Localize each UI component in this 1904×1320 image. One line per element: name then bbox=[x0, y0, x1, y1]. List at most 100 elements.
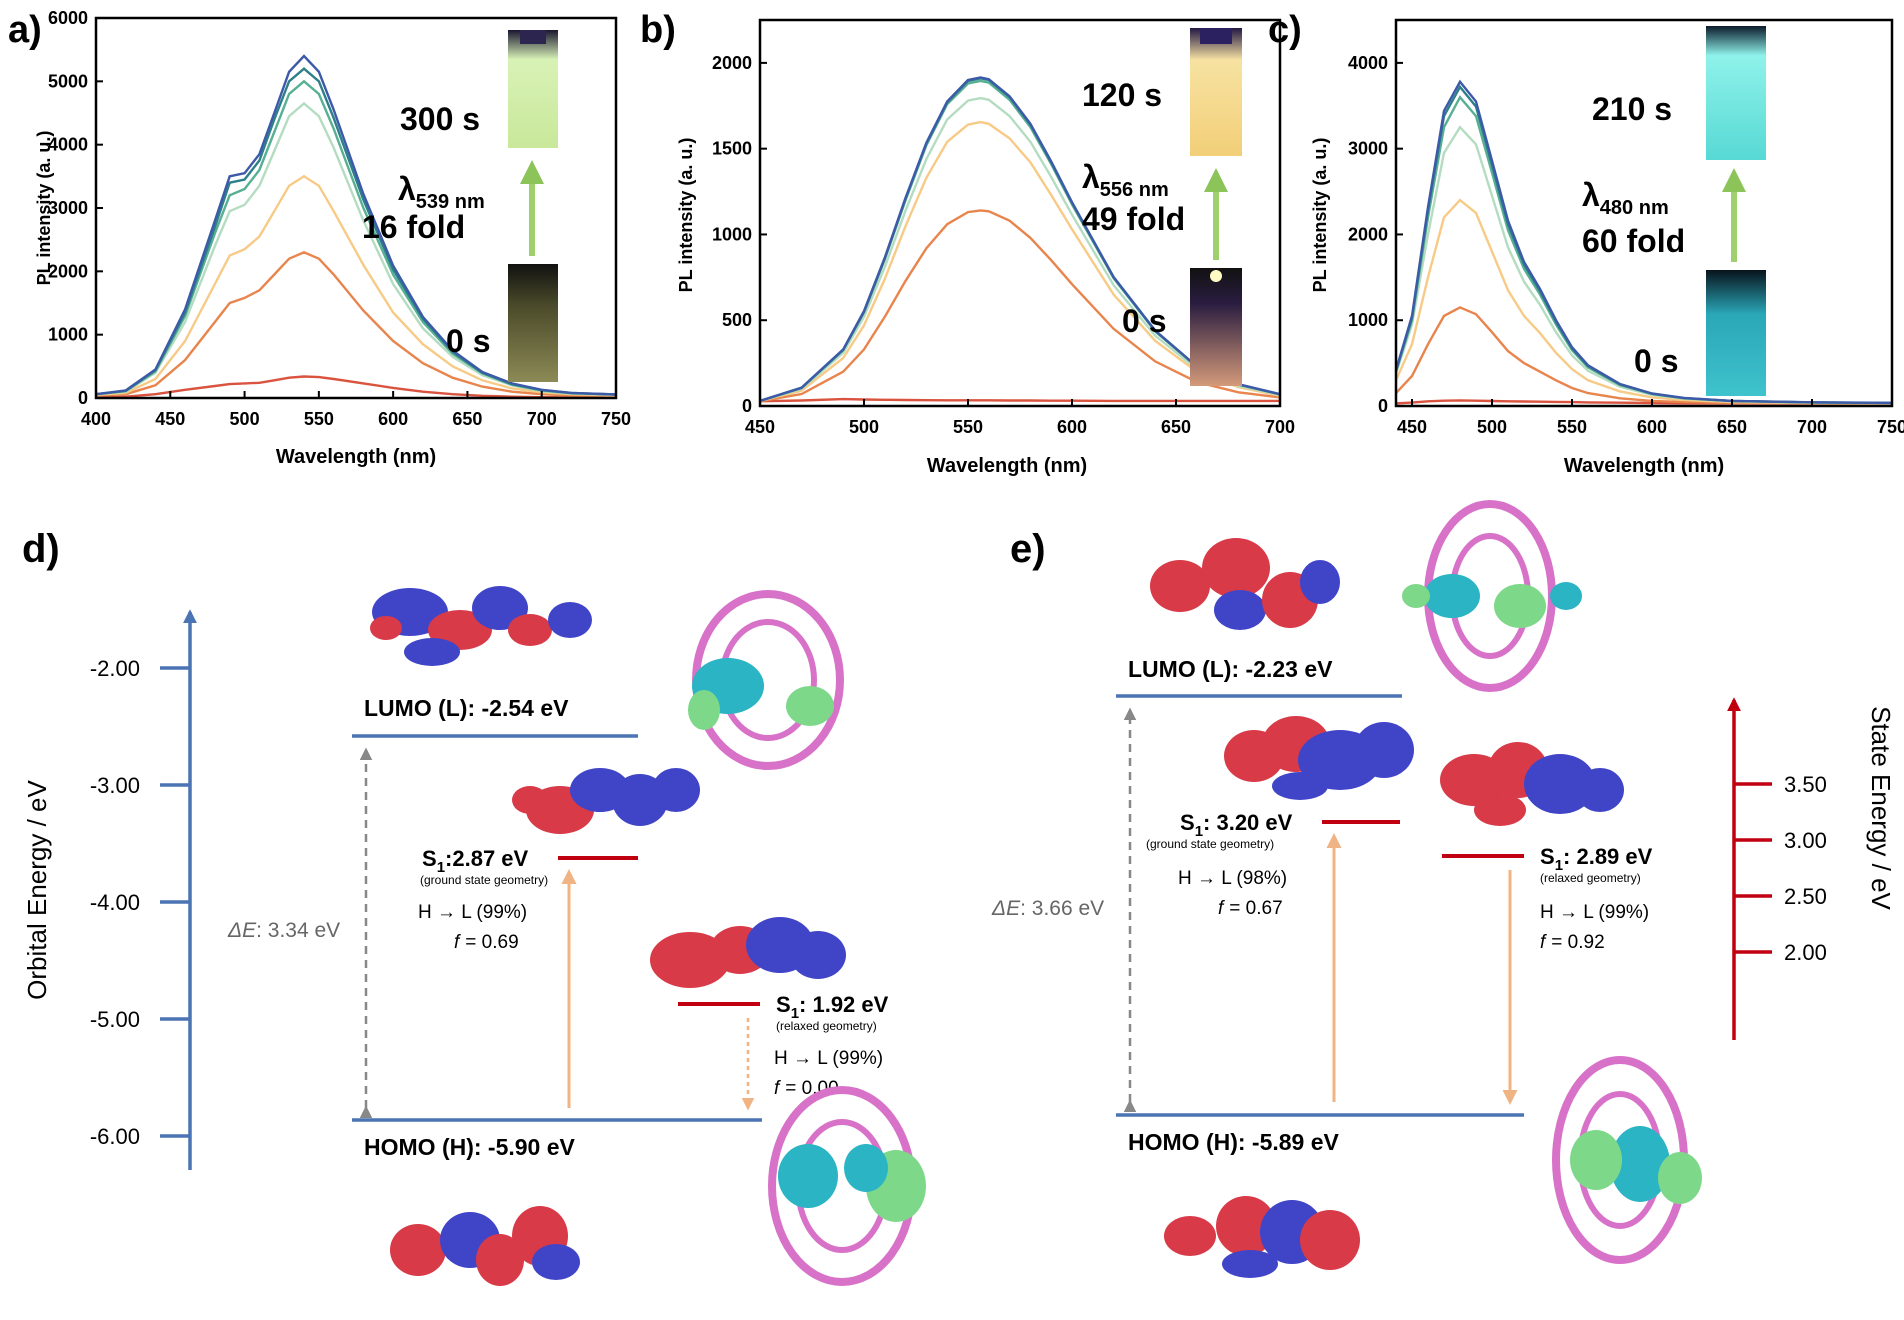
orbital-lobe bbox=[476, 1234, 524, 1286]
x-tick-label: 550 bbox=[953, 417, 983, 437]
x-tick-label: 400 bbox=[81, 409, 111, 429]
panel-a-fold: 16 fold bbox=[362, 209, 465, 245]
panel-d-lumo-label: LUMO (L): -2.54 eV bbox=[364, 695, 569, 721]
state-tick-label: 3.00 bbox=[1784, 828, 1827, 853]
orbital-lobe bbox=[778, 1144, 838, 1208]
x-tick-label: 650 bbox=[1161, 417, 1191, 437]
orbital-lobe bbox=[650, 932, 730, 988]
panel-b-series bbox=[759, 76, 1281, 403]
f-value: = 0.67 bbox=[1229, 898, 1282, 919]
state-tick-label: 2.00 bbox=[1784, 940, 1827, 965]
state-tick-label: 2.50 bbox=[1784, 884, 1827, 909]
s1-ground-geometry: (ground state geometry) bbox=[1146, 837, 1274, 851]
s1-ground-value: S1:2.87 eV bbox=[422, 846, 529, 876]
panel-e-s1-relaxed-molecule bbox=[1440, 742, 1624, 826]
f-symbol: f bbox=[1218, 898, 1225, 919]
y-tick-label: 3000 bbox=[1348, 139, 1388, 159]
panel-e-homo-molecule bbox=[1164, 1196, 1360, 1278]
s1-ground-transition: H → L (98%) bbox=[1178, 868, 1287, 889]
panel-b-time-end: 120 s bbox=[1082, 77, 1162, 113]
y-tick-label: 1500 bbox=[712, 139, 752, 159]
panel-c-ylabel: PL intensity (a. u.) bbox=[1310, 138, 1330, 293]
s-subscript: 1 bbox=[1555, 857, 1563, 874]
panel-d-label: d) bbox=[22, 527, 60, 571]
energy-tick-label: -5.00 bbox=[90, 1007, 140, 1032]
vial-glow bbox=[1210, 270, 1222, 282]
orbital-lobe bbox=[1424, 574, 1480, 618]
s1-relaxed-value: S1: 2.89 eV bbox=[1540, 844, 1653, 874]
lambda-symbol: λ bbox=[1582, 177, 1600, 213]
y-tick-label: 500 bbox=[722, 310, 752, 330]
series-line-2 bbox=[759, 209, 1281, 403]
panel-c-time-end: 210 s bbox=[1592, 91, 1672, 127]
orbital-lobe bbox=[1524, 754, 1596, 814]
panel-d-diagram: d) -2.00 -3.00 -4.00 -5.00 -6.00 Orbital Ene… bbox=[22, 527, 926, 1286]
x-tick-label: 500 bbox=[1477, 417, 1507, 437]
series-line-3 bbox=[1394, 198, 1893, 405]
panel-c-series bbox=[1394, 79, 1893, 405]
panel-b-fold: 49 fold bbox=[1082, 201, 1185, 237]
orbital-lobe bbox=[1202, 538, 1270, 598]
panel-b-vial-end bbox=[1190, 28, 1242, 156]
series-line-7 bbox=[759, 76, 1281, 403]
orbital-lobe bbox=[1214, 590, 1266, 630]
s-value: : 3.20 eV bbox=[1203, 810, 1293, 835]
orbital-lobe bbox=[1610, 1126, 1670, 1202]
series-line-1 bbox=[759, 397, 1280, 403]
orbital-lobe bbox=[1570, 1130, 1622, 1190]
s1-relaxed-transition: H → L (99%) bbox=[774, 1048, 883, 1069]
orbital-lobe bbox=[844, 1144, 888, 1192]
panel-b-chart: b) 450 500 550 600 650 700 0 500 1000 1500 2000 Wa… bbox=[640, 9, 1295, 477]
y-tick-label: 2000 bbox=[712, 53, 752, 73]
panel-b-time-start: 0 s bbox=[1122, 303, 1166, 339]
x-tick-label: 600 bbox=[1637, 417, 1667, 437]
s1-relaxed-geometry: (relaxed geometry) bbox=[1540, 871, 1641, 885]
y-tick-label: 1000 bbox=[712, 224, 752, 244]
series-line-2 bbox=[95, 250, 617, 398]
panel-a-xlabel: Wavelength (nm) bbox=[276, 446, 436, 468]
y-tick-label: 0 bbox=[742, 396, 752, 416]
panel-d-s1-ground-molecule bbox=[512, 768, 700, 834]
panel-e-lumo-label: LUMO (L): -2.23 eV bbox=[1128, 656, 1333, 682]
orbital-lobe bbox=[1474, 794, 1526, 826]
panel-c-chart: c) 450 500 550 600 650 700 750 0 1000 2000 3000 400… bbox=[1268, 9, 1904, 477]
orbital-lobe bbox=[688, 690, 720, 730]
orbital-lobe bbox=[472, 586, 528, 630]
s-subscript: 1 bbox=[437, 859, 445, 876]
orbital-lobe bbox=[532, 1244, 580, 1280]
orbital-lobe bbox=[1216, 1196, 1276, 1256]
panel-d-cage-lower bbox=[768, 1086, 926, 1286]
lambda-symbol: λ bbox=[398, 171, 416, 207]
panel-e-diagram: e) 3.50 3.00 2.50 2.00 State Energy / eV LU… bbox=[991, 500, 1896, 1278]
panel-a-chart: a) 400 450 500 550 600 650 700 750 0 1000 2000 3000… bbox=[8, 8, 631, 468]
s1-ground-value: S1: 3.20 eV bbox=[1180, 810, 1293, 840]
x-tick-label: 550 bbox=[1557, 417, 1587, 437]
lambda-symbol: λ bbox=[1082, 159, 1100, 195]
x-tick-label: 700 bbox=[1265, 417, 1295, 437]
y-tick-label: 4000 bbox=[48, 135, 88, 155]
series-line-3 bbox=[759, 120, 1281, 403]
orbital-lobe bbox=[508, 614, 552, 646]
panel-d-ylabel: Orbital Energy / eV bbox=[22, 780, 52, 1000]
y-tick-label: 1000 bbox=[48, 325, 88, 345]
y-tick-label: 2000 bbox=[1348, 224, 1388, 244]
panel-e-label: e) bbox=[1010, 527, 1046, 571]
vial-cap bbox=[520, 30, 546, 44]
x-tick-label: 450 bbox=[155, 409, 185, 429]
s1-relaxed-value: S1: 1.92 eV bbox=[776, 992, 889, 1022]
energy-tick-label: -4.00 bbox=[90, 890, 140, 915]
s1-ground-f: f = 0.69 bbox=[454, 932, 519, 953]
vial-photo-start bbox=[1190, 268, 1242, 386]
delta-e-symbol: ΔE bbox=[227, 919, 257, 942]
panel-a-lambda: λ539 nm bbox=[398, 171, 485, 213]
panel-e-s1-ground-molecule bbox=[1224, 716, 1414, 800]
panel-c-xlabel: Wavelength (nm) bbox=[1564, 455, 1724, 477]
s-letter: S bbox=[1540, 844, 1555, 869]
panel-e-gap-label: ΔE: 3.66 eV bbox=[991, 897, 1104, 920]
x-tick-label: 700 bbox=[1797, 417, 1827, 437]
panel-e-lumo-molecule bbox=[1150, 538, 1340, 630]
panel-c-time-start: 0 s bbox=[1634, 343, 1678, 379]
orbital-lobe bbox=[652, 768, 700, 812]
lambda-subscript: 480 nm bbox=[1600, 197, 1669, 219]
